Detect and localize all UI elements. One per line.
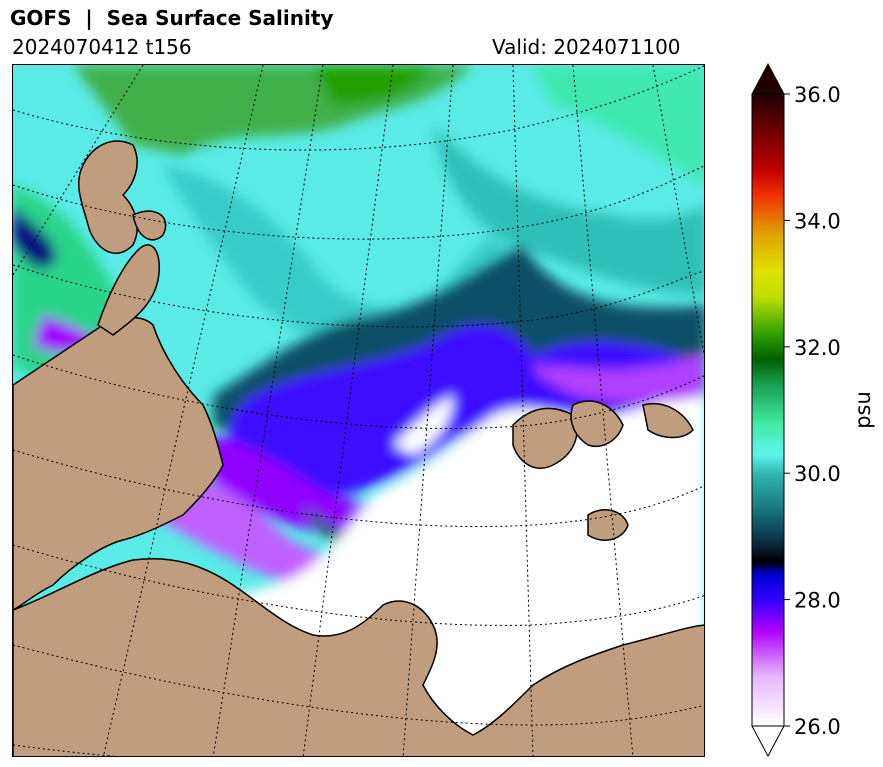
salinity-map xyxy=(12,64,705,757)
colorbar-tick-label: 26.0 xyxy=(794,715,841,739)
landmass-islands-east xyxy=(642,403,694,439)
landmass-severnaya-zemlya xyxy=(512,407,578,469)
valid-time-label: Valid: 2024071100 xyxy=(492,35,681,59)
colorbar-tick-label: 34.0 xyxy=(794,209,841,233)
colorbar-body xyxy=(751,93,785,727)
colorbar-ticks: 26.0 28.0 30.0 32.0 34.0 36.0 xyxy=(784,83,841,739)
landmass-new-siberian-island xyxy=(587,509,629,541)
colorbar-min-extend xyxy=(751,725,785,758)
plot-title: GOFS | Sea Surface Salinity xyxy=(10,6,334,30)
colorbar-tick-label: 32.0 xyxy=(794,336,841,360)
colorbar: 26.0 28.0 30.0 32.0 34.0 36.0 psu xyxy=(751,62,875,758)
colorbar-max-extend xyxy=(751,62,785,95)
graticule xyxy=(13,65,704,756)
colorbar-units-label: psu xyxy=(851,391,875,429)
map-canvas xyxy=(13,65,704,756)
landmass-bolshevik-island xyxy=(570,400,624,447)
colorbar-tick-label: 28.0 xyxy=(794,589,841,613)
landmass-svalbard-east xyxy=(132,210,167,241)
colorbar-tick-label: 30.0 xyxy=(794,462,841,486)
model-cycle-label: 2024070412 t156 xyxy=(12,35,192,59)
colorbar-tick-label: 36.0 xyxy=(794,83,841,107)
landmass-novaya-zemlya-north xyxy=(97,244,160,336)
